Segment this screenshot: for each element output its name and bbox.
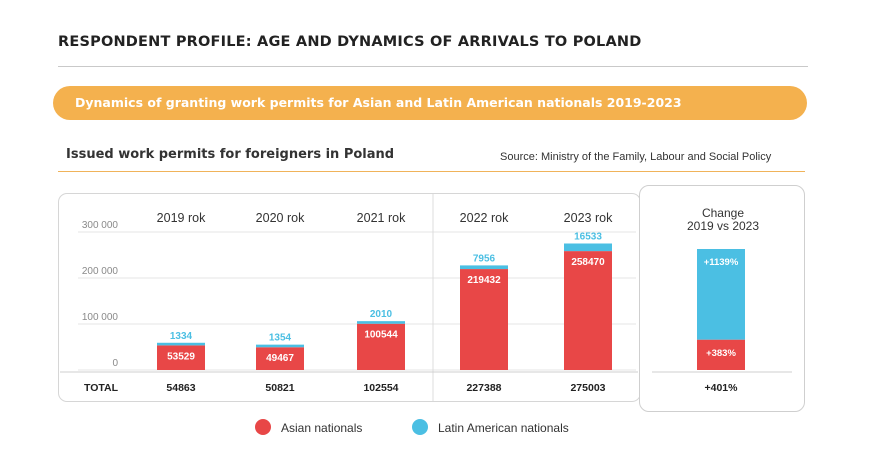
banner-title: Dynamics of granting work permits for As… <box>75 95 682 110</box>
title-divider <box>58 66 808 67</box>
bar-asian <box>256 347 304 370</box>
section-banner: Dynamics of granting work permits for As… <box>53 86 807 120</box>
source-note: Source: Ministry of the Family, Labour a… <box>500 151 772 163</box>
chart-subtitle: Issued work permits for foreigners in Po… <box>66 147 395 162</box>
category-label: 2020 rok <box>256 211 305 225</box>
bar-latin <box>357 321 405 324</box>
page-title: RESPONDENT PROFILE: AGE AND DYNAMICS OF … <box>58 34 642 50</box>
legend-swatch-latin <box>412 419 428 435</box>
bar-latin <box>157 342 205 346</box>
change-title-line2: 2019 vs 2023 <box>686 219 760 233</box>
legend-label-latin: Latin American nationals <box>438 421 569 435</box>
bar-value-asian: 219432 <box>467 275 501 286</box>
legend-label-asian: Asian nationals <box>281 421 363 435</box>
change-title-line1: Change <box>701 206 745 220</box>
bar-value-latin: 16533 <box>574 231 602 242</box>
change-bar-latin <box>697 249 745 340</box>
bar-latin <box>564 243 612 252</box>
change-value-asian: +383% <box>706 348 736 359</box>
bar-value-latin: 1334 <box>170 331 193 342</box>
bar-asian <box>564 251 612 370</box>
bar-value-latin: 1354 <box>269 333 292 344</box>
y-tick-label: 200 000 <box>82 266 119 277</box>
category-label: 2022 rok <box>460 211 509 225</box>
subtitle-divider <box>58 171 805 172</box>
category-label: 2021 rok <box>357 211 406 225</box>
bar-value-asian: 258470 <box>571 257 605 268</box>
legend-swatch-asian <box>255 419 271 435</box>
total-value: 275003 <box>570 382 605 394</box>
bar-value-latin: 2010 <box>370 309 393 320</box>
change-total-value: +401% <box>705 382 739 394</box>
total-value: 227388 <box>466 382 501 394</box>
category-label: 2023 rok <box>564 211 613 225</box>
total-value: 102554 <box>363 382 398 394</box>
y-tick-label: 300 000 <box>82 220 119 231</box>
bar-latin <box>256 344 304 348</box>
bar-asian <box>357 323 405 370</box>
chart-panel <box>58 193 641 402</box>
total-value: 50821 <box>265 382 294 394</box>
y-tick-label: 100 000 <box>82 312 119 323</box>
bar-asian <box>460 269 508 370</box>
y-tick-label: 0 <box>112 358 118 369</box>
bar-value-latin: 7956 <box>473 253 496 264</box>
change-value-latin: +1139% <box>704 257 739 268</box>
category-label: 2019 rok <box>157 211 206 225</box>
bar-value-asian: 100544 <box>364 330 398 341</box>
change-bar-asian <box>697 339 745 370</box>
total-label: TOTAL <box>84 382 119 394</box>
bar-value-asian: 49467 <box>266 353 294 364</box>
change-title: Change 2019 vs 2023 <box>640 207 806 233</box>
bar-latin <box>460 265 508 270</box>
bar-asian <box>157 345 205 370</box>
bar-value-asian: 53529 <box>167 351 195 362</box>
total-value: 54863 <box>166 382 195 394</box>
